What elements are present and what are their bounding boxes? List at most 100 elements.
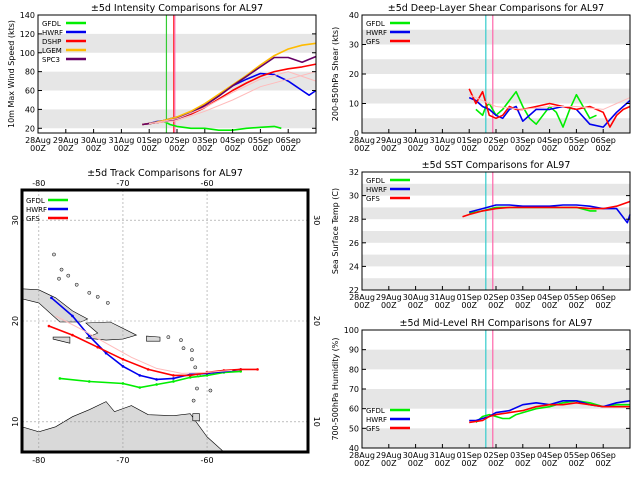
y-tick-label: 100 (20, 49, 35, 58)
legend-label: GFDL (366, 20, 385, 28)
y-tick-label: 10 (312, 417, 321, 427)
y-tick-label: 50 (349, 424, 359, 433)
x-tick-label: 28Aug (349, 451, 375, 460)
x-tick-label: 04Sep (220, 136, 245, 145)
gfs-series-line (462, 200, 631, 218)
x-tick-label: 00Z (569, 459, 585, 468)
legend-label: HWRF (366, 186, 387, 194)
legend-label: GFS (366, 38, 380, 46)
x-tick-label: 02Sep (164, 136, 189, 145)
grid-band (362, 254, 630, 267)
x-tick-label: 03Sep (510, 293, 535, 302)
gfdl-track-point (188, 376, 192, 379)
x-tick-label: 00Z (86, 144, 102, 153)
legend-label: GFDL (42, 20, 61, 28)
grid-band (362, 428, 630, 448)
legend-label: HWRF (366, 416, 387, 424)
grid-band (38, 33, 316, 53)
gfs-track-point (47, 324, 51, 328)
x-tick-label: 00Z (435, 459, 451, 468)
x-tick-label: 30Aug (403, 293, 429, 302)
x-tick-label: -60 (201, 456, 214, 465)
grid-band (362, 207, 630, 220)
x-tick-label: 05Sep (564, 451, 589, 460)
island-land (181, 346, 186, 351)
y-axis-label: 10m Max Wind Speed (kts) (7, 20, 16, 128)
y-tick-label: 26 (349, 239, 359, 248)
gfdl-series-line (475, 90, 597, 128)
x-tick-label: 02Sep (483, 293, 508, 302)
legend-label: HWRF (26, 206, 47, 214)
x-tick-label: 00Z (488, 301, 504, 310)
y-tick-label: 30 (349, 192, 359, 201)
island-land (59, 267, 64, 272)
shear-chart: 01020304028Aug00Z29Aug00Z30Aug00Z31Aug00… (331, 3, 631, 153)
island-land (208, 388, 213, 393)
y-tick-label: 100 (344, 326, 359, 335)
x-tick-label: 00Z (354, 144, 370, 153)
x-tick-label: 01Sep (137, 136, 162, 145)
island-land (57, 276, 61, 281)
y-tick-label: 32 (349, 168, 359, 177)
gfs-track-point (96, 345, 100, 349)
x-tick-label: 01Sep (457, 293, 482, 302)
gfs-series-line (468, 88, 631, 128)
x-tick-label: 00Z (515, 301, 531, 310)
hwrf-track-point (138, 374, 142, 377)
y-tick-label: 20 (312, 316, 321, 326)
gfdl-track-point (58, 377, 62, 380)
gfs-track-point (188, 374, 192, 377)
legend-label: DSHP (42, 38, 61, 46)
island-land (52, 252, 56, 257)
x-tick-label: 00Z (114, 144, 130, 153)
grid-band (362, 231, 630, 243)
x-tick-label: 00Z (461, 144, 477, 153)
lgem-series-line (142, 42, 317, 126)
x-tick-label: 06Sep (591, 451, 616, 460)
x-tick-label: 00Z (381, 459, 397, 468)
gfs-track-point (71, 333, 74, 337)
x-tick-label: 06Sep (591, 293, 616, 302)
chart-title: ±5d Deep-Layer Shear Comparisons for AL9… (388, 3, 604, 14)
x-tick-label: 00Z (141, 144, 157, 153)
x-tick-label: 03Sep (192, 136, 217, 145)
track-chart: -80 -80 -70 -70 -60 -60 10 10 20 20 30 30 ±5d Track … (11, 168, 321, 465)
x-tick-label: 28Aug (25, 136, 51, 145)
x-tick-label: 00Z (354, 301, 370, 310)
gfdl-track-point (121, 382, 125, 385)
gfs-series-line (469, 401, 630, 424)
ensemble-track-line (55, 315, 233, 374)
y-tick-label: 20 (25, 124, 35, 133)
x-tick-label: 00Z (354, 459, 370, 468)
hwrf-track-point (155, 378, 158, 381)
x-tick-label: 00Z (515, 459, 531, 468)
island-land (74, 282, 79, 287)
x-tick-label: -70 (116, 456, 129, 465)
x-tick-label: 03Sep (510, 136, 535, 145)
gfdl-track-point (87, 380, 91, 383)
x-tick-label: 00Z (280, 144, 296, 153)
x-tick-label: 00Z (169, 144, 185, 153)
x-tick-label: 01Sep (457, 136, 482, 145)
x-tick-label: 00Z (461, 301, 477, 310)
x-tick-label: 28Aug (349, 293, 375, 302)
chart-title: ±5d Intensity Comparisons for AL97 (91, 3, 263, 14)
x-tick-label: 00Z (381, 144, 397, 153)
x-tick-label: 00Z (488, 459, 504, 468)
y-tick-label: 120 (20, 30, 35, 39)
x-tick-label: 29Aug (53, 136, 79, 145)
island-land (191, 398, 196, 403)
island-land (87, 290, 92, 295)
legend-label: GFDL (26, 197, 45, 205)
hwrf-track-point (104, 351, 108, 355)
legend-label: GFS (366, 425, 380, 433)
ensemble-series-line (149, 71, 317, 125)
y-tick-label: 90 (349, 346, 359, 355)
gfdl-track-point (172, 380, 175, 383)
grid-band (362, 349, 630, 370)
hwrf-track-point (50, 296, 53, 300)
island-land (105, 301, 110, 305)
y-axis-label: 700-500hPa Humidity (%) (331, 337, 340, 440)
x-tick-label: 00Z (408, 459, 424, 468)
x-tick-label: 00Z (542, 301, 558, 310)
